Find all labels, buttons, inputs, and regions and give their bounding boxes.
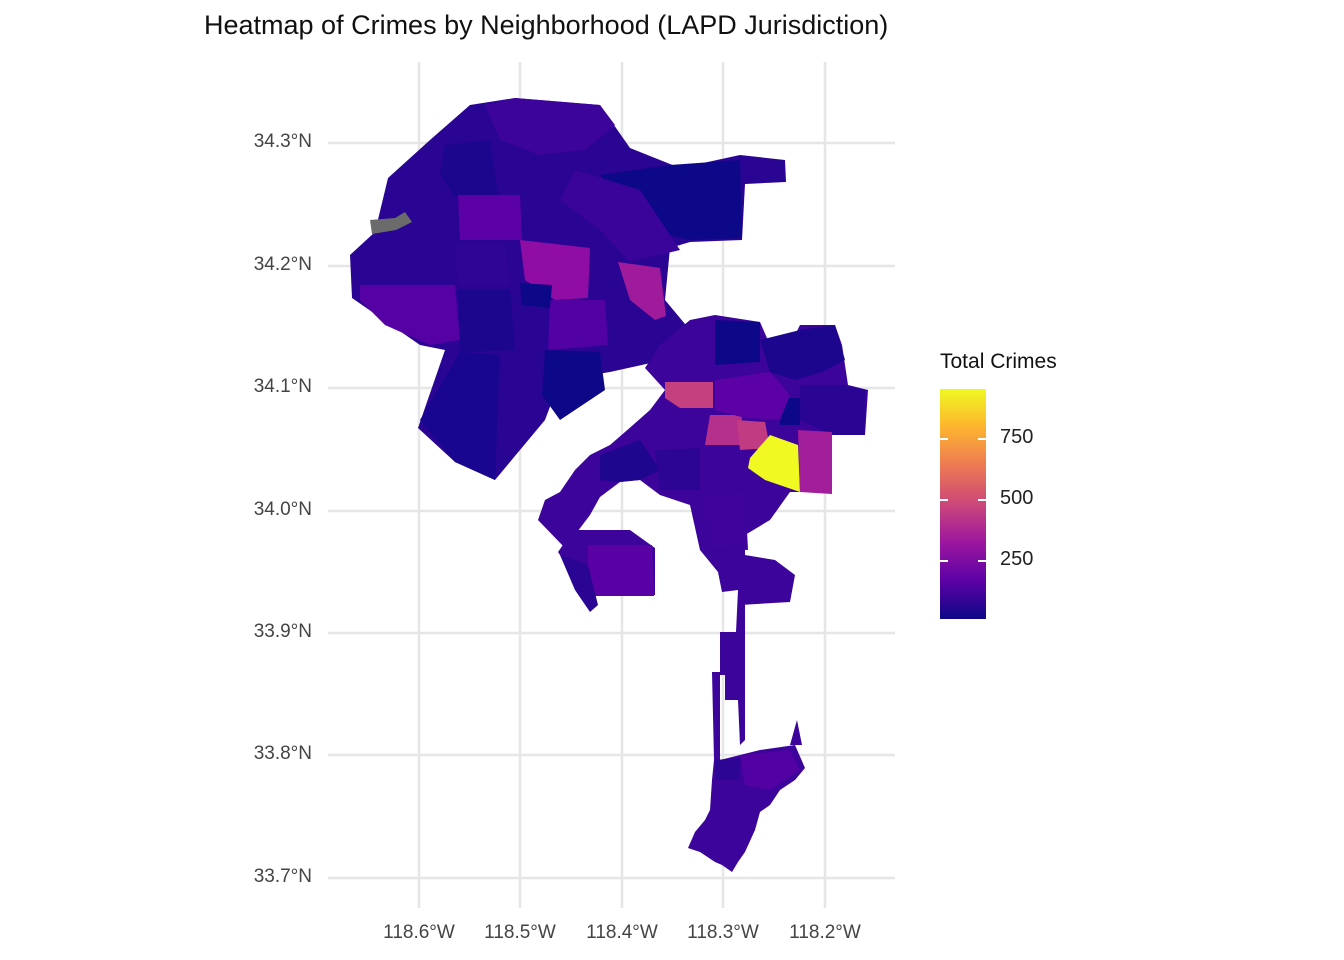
legend-tick <box>978 499 986 501</box>
neighborhood-region <box>715 320 760 365</box>
neighborhood-region <box>588 545 654 596</box>
neighborhood-region <box>715 372 790 420</box>
y-tick-label: 33.7°N <box>253 866 312 887</box>
x-tick-label: 118.5°W <box>484 922 556 943</box>
legend-tick <box>940 499 948 501</box>
legend-tick <box>940 438 948 440</box>
neighborhood-region <box>458 195 522 240</box>
neighborhood-region <box>665 382 713 408</box>
neighborhood-region <box>370 212 412 234</box>
y-tick-label: 34.0°N <box>253 499 312 520</box>
neighborhood-region <box>560 170 680 262</box>
neighborhood-region <box>420 352 500 480</box>
neighborhood-region <box>700 492 748 550</box>
neighborhood-region <box>688 590 805 872</box>
x-tick-label: 118.3°W <box>687 922 759 943</box>
neighborhood-region <box>798 430 832 494</box>
neighborhood-region <box>618 262 666 320</box>
x-tick-label: 118.2°W <box>789 922 861 943</box>
legend-label: 750 <box>1000 426 1034 448</box>
neighborhood-layer <box>350 98 868 872</box>
neighborhood-region <box>600 440 660 482</box>
neighborhood-region <box>520 283 552 308</box>
x-tick-label: 118.6°W <box>383 922 455 943</box>
chart-title: Heatmap of Crimes by Neighborhood (LAPD … <box>204 10 889 40</box>
y-tick-label: 33.9°N <box>253 621 312 642</box>
neighborhood-region <box>748 435 800 492</box>
y-tick-label: 34.1°N <box>253 376 312 397</box>
neighborhood-region <box>548 300 608 350</box>
y-tick-label: 33.8°N <box>253 743 312 764</box>
neighborhood-region <box>455 243 510 285</box>
neighborhood-region <box>360 285 460 345</box>
neighborhood-region <box>715 758 740 780</box>
neighborhood-region <box>538 315 868 605</box>
y-tick-label: 34.2°N <box>253 254 312 275</box>
neighborhood-region <box>542 350 605 420</box>
neighborhood-region <box>440 140 498 198</box>
neighborhood-region <box>705 415 742 445</box>
neighborhood-region <box>560 555 598 612</box>
legend-colorbar <box>940 389 986 619</box>
neighborhood-region <box>790 720 802 745</box>
legend-tick <box>978 438 986 440</box>
neighborhood-region <box>737 420 770 450</box>
legend-label: 500 <box>1000 487 1034 509</box>
neighborhood-region <box>458 290 515 352</box>
y-tick-label: 34.3°N <box>253 131 312 152</box>
neighborhood-region <box>740 750 800 790</box>
legend-tick <box>940 560 948 562</box>
neighborhood-region <box>655 448 700 490</box>
neighborhood-region <box>800 385 865 435</box>
neighborhood-region <box>485 98 615 155</box>
x-tick-label: 118.4°W <box>586 922 658 943</box>
neighborhood-region <box>760 325 845 380</box>
legend-title: Total Crimes <box>940 350 1057 373</box>
legend-label: 250 <box>1000 548 1034 570</box>
legend-tick <box>978 560 986 562</box>
